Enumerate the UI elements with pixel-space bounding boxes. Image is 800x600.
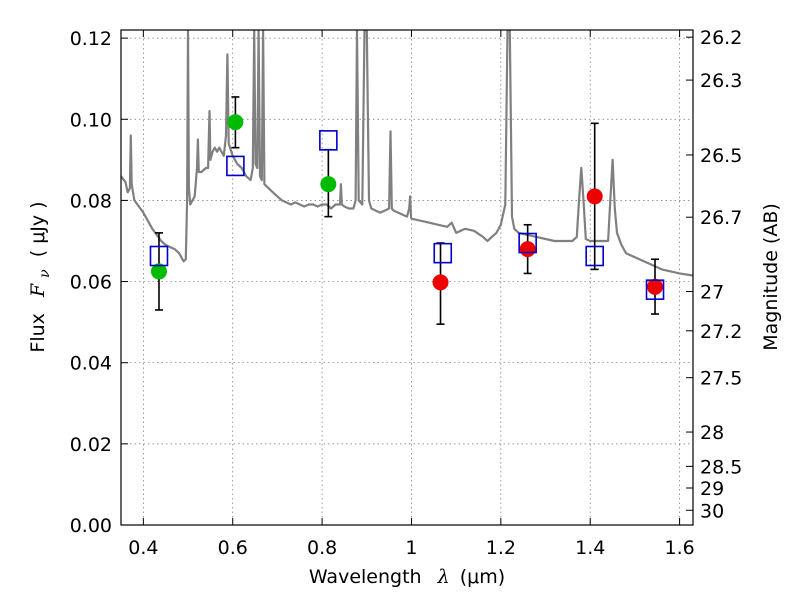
optical-data-point xyxy=(150,263,167,280)
y2-tick-label: 29 xyxy=(700,478,724,500)
optical-data-point xyxy=(320,176,337,193)
y-axis-title-subscript: ν xyxy=(37,269,53,278)
y-tick-label: 0.08 xyxy=(70,190,112,212)
ir-data-point xyxy=(432,274,449,291)
y2-tick-label: 28 xyxy=(700,422,724,444)
grid xyxy=(121,30,693,525)
spectrum-series xyxy=(121,30,693,277)
axis-ticks xyxy=(121,30,693,526)
plot-background xyxy=(121,30,693,525)
spectrum-line xyxy=(121,30,693,277)
y2-tick-label: 26.5 xyxy=(700,145,742,167)
x-tick-label: 0.8 xyxy=(307,537,337,559)
y-tick-label: 0.04 xyxy=(70,353,112,375)
y-tick-labels: 0.00 0.02 0.04 0.06 0.08 0.10 0.12 xyxy=(70,28,112,537)
y2-tick-label: 27.5 xyxy=(700,368,742,390)
model-photometry-box xyxy=(585,245,604,267)
ir-data-point xyxy=(647,278,664,295)
y-tick-label: 0.06 xyxy=(70,272,112,294)
y2-axis-title: Magnitude (AB) xyxy=(760,203,782,351)
model-photometry-box xyxy=(645,279,665,300)
y2-tick-label: 26.7 xyxy=(700,207,742,229)
y-tick-label: 0.12 xyxy=(70,28,112,50)
model-photometry-box xyxy=(433,242,453,264)
x-tick-labels: 0.4 0.6 0.8 1 1.2 1.4 1.6 xyxy=(128,537,694,559)
x-tick-label: 1.6 xyxy=(664,537,694,559)
y-tick-label: 0.00 xyxy=(70,515,112,537)
ir-data-point xyxy=(586,188,603,205)
y-axis-title-unit: ( μJy ) xyxy=(27,201,49,257)
y2-tick-label: 26.3 xyxy=(700,70,742,92)
x-tick-label: 1.4 xyxy=(575,537,605,559)
model-photometry-box xyxy=(149,245,169,267)
y-axis-title-text: Flux xyxy=(27,313,49,353)
y2-tick-label: 28.5 xyxy=(700,456,742,478)
model-photometry-box xyxy=(226,155,245,177)
ir-data-point xyxy=(519,241,536,258)
y-tick-label: 0.02 xyxy=(70,434,112,456)
optical-data-point xyxy=(227,114,244,131)
x-axis-title-unit: (μm) xyxy=(460,566,505,588)
y-axis-title: Flux F ν ( μJy ) xyxy=(27,201,54,352)
x-tick-label: 0.4 xyxy=(128,537,158,559)
x-axis-title: Wavelength λ (μm) xyxy=(309,566,505,588)
x-axis-title-symbol: λ xyxy=(437,566,450,588)
y-tick-label: 0.10 xyxy=(70,109,112,131)
x-tick-label: 1 xyxy=(405,537,417,559)
x-tick-label: 0.6 xyxy=(218,537,248,559)
model-photometry-box xyxy=(319,130,338,151)
y-axis-title-symbol: F xyxy=(27,283,49,298)
model-photometry-box xyxy=(518,232,537,254)
plot-frame xyxy=(120,29,694,526)
model-photometry xyxy=(149,130,665,300)
y2-tick-label: 27 xyxy=(700,282,724,304)
y2-tick-label: 26.2 xyxy=(700,27,742,49)
y2-tick-label: 27.2 xyxy=(700,321,742,343)
x-axis-title-text: Wavelength xyxy=(309,566,422,588)
y2-tick-label: 30 xyxy=(700,500,724,522)
x-tick-label: 1.2 xyxy=(486,537,516,559)
